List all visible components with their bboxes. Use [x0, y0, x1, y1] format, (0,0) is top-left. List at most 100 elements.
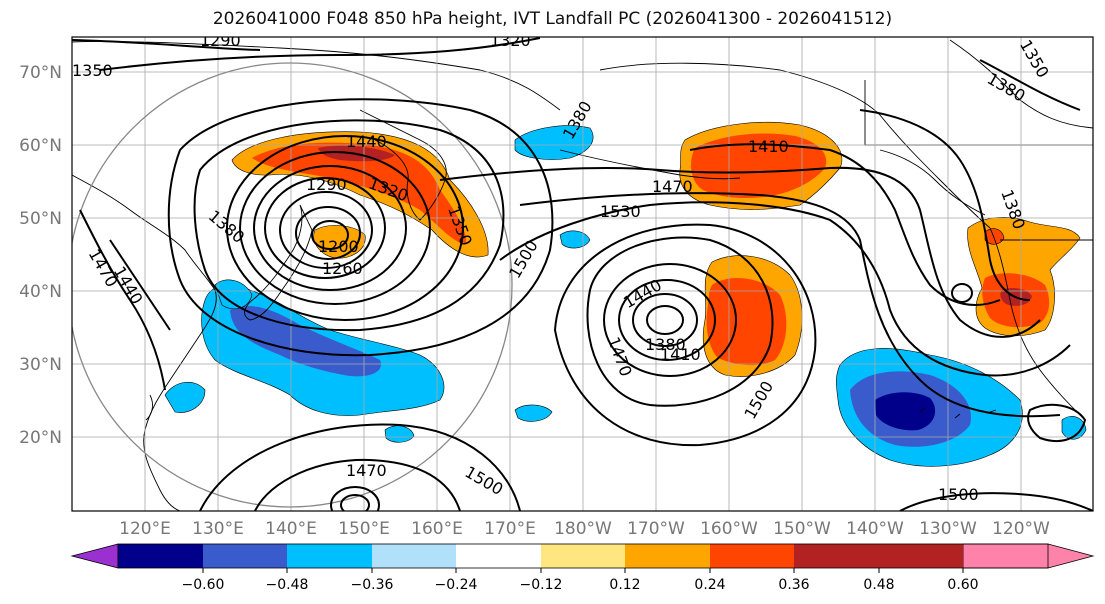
lon-label-170w: 170°W	[627, 519, 685, 539]
ivt-area-alaska-core	[691, 133, 827, 198]
coast-taiwan	[145, 394, 153, 421]
lon-label-180: 180°W	[554, 519, 612, 539]
lon-label-120e: 120°E	[119, 519, 171, 539]
contour-north-1380	[979, 59, 1081, 111]
longitude-labels: 120°E 130°E 140°E 150°E 160°E 170°E 180°…	[119, 519, 1050, 539]
contour-pac-6	[553, 223, 817, 447]
colorbar-segment	[794, 544, 879, 568]
latitude-labels: 70°N 60°N 50°N 40°N 30°N 20°N	[19, 63, 62, 448]
colorbar-segment	[118, 544, 203, 568]
ivt-area-hawaii-max	[875, 392, 936, 431]
colorbar-segment	[879, 544, 963, 568]
colorbar-tick-label: −0.12	[520, 577, 563, 593]
colorbar-tick-label: 0.12	[609, 577, 640, 593]
contour-south-1500	[199, 423, 521, 511]
contour-label: 1410	[748, 137, 789, 156]
contour-south-low-1	[340, 494, 370, 511]
contour-east-1380	[859, 109, 1031, 301]
contour-south-low-2	[330, 486, 380, 511]
colorbar-segment	[456, 544, 541, 568]
contour-low-3	[279, 191, 373, 269]
contour-east-1470	[439, 166, 1041, 338]
coast-hawaii	[919, 407, 997, 419]
map-frame	[71, 36, 1094, 512]
lon-label-160e: 160°E	[411, 519, 463, 539]
ivt-area-mid-pacific-neg	[514, 404, 553, 422]
contour-label: 1260	[322, 259, 363, 278]
contour-east-1500	[499, 201, 1071, 377]
contour-label: 1500	[938, 485, 979, 504]
contour-pac-2	[632, 293, 698, 347]
lat-label-70: 70°N	[19, 63, 62, 83]
contour-east-1410	[689, 143, 1001, 306]
coastlines	[72, 39, 1093, 511]
colorbar-segment	[203, 544, 287, 568]
coast-alaska	[599, 62, 991, 229]
lat-label-30: 30°N	[19, 355, 62, 375]
colorbar-max-extension	[962, 543, 1095, 569]
colorbar-segment	[625, 544, 710, 568]
contour-east-1530	[519, 192, 1061, 418]
colorbar-segment	[541, 544, 625, 568]
reference-circle	[72, 62, 513, 508]
contour-low-4	[264, 177, 386, 279]
lat-label-40: 40°N	[19, 282, 62, 302]
height-contours	[72, 37, 1093, 511]
ivt-area-phil-neg	[384, 425, 415, 443]
ivt-area-japan-south-core	[230, 305, 381, 377]
contour-se-1500	[899, 492, 1093, 511]
contour-low-8	[193, 119, 505, 332]
contour-label: 1380	[645, 335, 686, 354]
ivt-area-dateline-neg	[559, 230, 591, 249]
colorbar: −0.60 −0.48 −0.36 −0.24 −0.12 0.12 0.24 …	[70, 543, 1095, 593]
contour-label: 1470	[346, 461, 387, 480]
contour-label: 1440	[346, 132, 387, 151]
contour-ec-1500	[1027, 403, 1087, 442]
colorbar-tick-label: −0.60	[182, 577, 225, 593]
lat-label-50: 50°N	[19, 209, 62, 229]
ivt-area-east-pacific-neg	[1061, 416, 1087, 440]
contour-low-7	[226, 135, 464, 321]
colorbar-tick-label: 0.36	[778, 577, 809, 593]
lon-label-130w: 130°W	[919, 519, 977, 539]
lon-label-140w: 140°W	[846, 519, 904, 539]
contour-pac-1	[646, 305, 684, 335]
contour-label: 1290	[200, 31, 241, 50]
contour-north-1320	[99, 37, 541, 71]
coast-hudson	[949, 39, 1093, 129]
coast-siberia-north	[72, 41, 561, 111]
colorbar-tick-label: 0.48	[863, 577, 894, 593]
contour-label: 1200	[318, 237, 359, 256]
ivt-area-pacific-center-core	[706, 277, 787, 366]
colorbar-tick-labels: −0.60 −0.48 −0.36 −0.24 −0.12 0.12 0.24 …	[182, 577, 979, 593]
colorbar-min-extension	[70, 543, 119, 569]
colorbar-tick-label: −0.36	[351, 577, 394, 593]
contour-low-9	[167, 98, 554, 357]
contour-pac-4	[603, 263, 737, 377]
contour-low-1	[311, 220, 349, 250]
lon-label-150w: 150°W	[773, 519, 831, 539]
colorbar-segment	[710, 544, 794, 568]
lon-label-120w: 120°W	[992, 519, 1050, 539]
lon-label-140e: 140°E	[265, 519, 317, 539]
contour-nw-1440	[109, 239, 171, 331]
contour-label: 1410	[660, 345, 701, 364]
contour-label: 1320	[490, 31, 531, 50]
lat-label-60: 60°N	[19, 136, 62, 156]
colorbar-segment	[287, 544, 372, 568]
contour-pac-3	[618, 279, 716, 361]
contour-label: 1530	[600, 202, 641, 221]
ivt-area-korea-neg	[214, 279, 253, 310]
colorbar-tick-label: 0.60	[947, 577, 978, 593]
coast-aleutians	[559, 149, 741, 180]
contour-low-2	[295, 206, 361, 260]
coast-asia-east	[72, 174, 217, 511]
colorbar-segment	[372, 544, 456, 568]
contour-label: 1350	[72, 61, 113, 80]
colorbar-ticks	[202, 568, 964, 573]
colorbar-tick-label: −0.24	[435, 577, 478, 593]
colorbar-frame	[117, 543, 1049, 569]
coast-alaska-panhandle	[879, 149, 986, 216]
lon-label-130e: 130°E	[192, 519, 244, 539]
